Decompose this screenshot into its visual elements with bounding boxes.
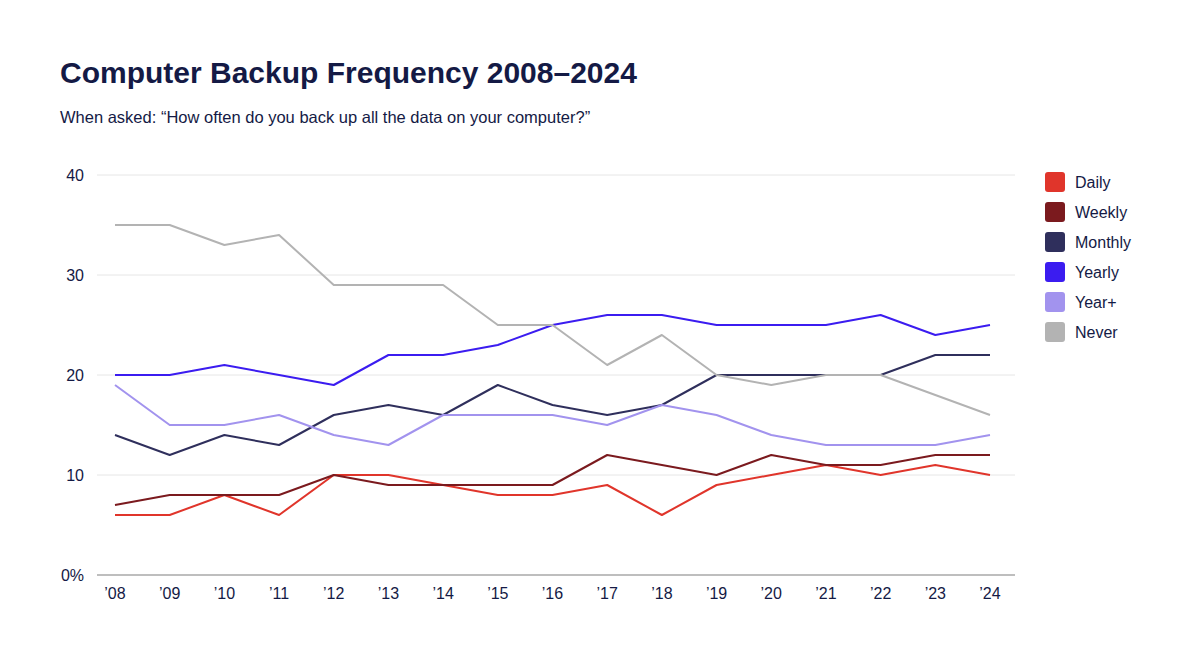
series-line [115, 465, 990, 515]
series-line [115, 385, 990, 445]
legend: Daily Weekly Monthly Yearly Year+ Never [1045, 172, 1131, 342]
subtitle: When asked: “How often do you back up al… [60, 108, 590, 126]
series-line [115, 225, 990, 415]
legend-label: Yearly [1075, 264, 1119, 281]
legend-swatch [1045, 292, 1065, 312]
lines [115, 225, 990, 515]
x-tick-label: ’20 [761, 585, 782, 602]
x-tick-label: ’17 [597, 585, 618, 602]
baseline [97, 574, 1015, 576]
x-tick-label: ’15 [487, 585, 508, 602]
legend-label: Daily [1075, 174, 1111, 191]
chart-svg: Computer Backup Frequency 2008–2024 When … [0, 0, 1200, 661]
x-tick-label: ’08 [104, 585, 125, 602]
x-tick-label: ’14 [432, 585, 453, 602]
grid-line [97, 175, 1015, 176]
x-tick-label: ’13 [378, 585, 399, 602]
x-tick-label: ’24 [979, 585, 1000, 602]
series-line [115, 455, 990, 505]
x-tick-label: ’12 [323, 585, 344, 602]
grid [97, 175, 1015, 575]
y-tick-label: 30 [66, 267, 84, 284]
legend-swatch [1045, 262, 1065, 282]
x-tick-label: ’09 [159, 585, 180, 602]
x-tick-label: ’10 [214, 585, 235, 602]
legend-swatch [1045, 322, 1065, 342]
legend-swatch [1045, 172, 1065, 192]
x-tick-label: ’21 [815, 585, 836, 602]
x-tick-label: ’16 [542, 585, 563, 602]
y-tick-label: 0% [61, 567, 84, 584]
x-tick-label: ’11 [269, 585, 289, 602]
grid-line [97, 275, 1015, 276]
y-tick-label: 40 [66, 167, 84, 184]
y-tick-label: 10 [66, 467, 84, 484]
legend-label: Monthly [1075, 234, 1131, 251]
x-tick-label: ’23 [925, 585, 946, 602]
legend-swatch [1045, 232, 1065, 252]
legend-label: Weekly [1075, 204, 1127, 221]
title: Computer Backup Frequency 2008–2024 [60, 56, 637, 89]
legend-swatch [1045, 202, 1065, 222]
legend-label: Never [1075, 324, 1118, 341]
x-tick-label: ’18 [651, 585, 672, 602]
chart-root: Computer Backup Frequency 2008–2024 When … [0, 0, 1200, 661]
x-tick-label: ’19 [706, 585, 727, 602]
legend-label: Year+ [1075, 294, 1117, 311]
x-tick-label: ’22 [870, 585, 891, 602]
y-tick-label: 20 [66, 367, 84, 384]
